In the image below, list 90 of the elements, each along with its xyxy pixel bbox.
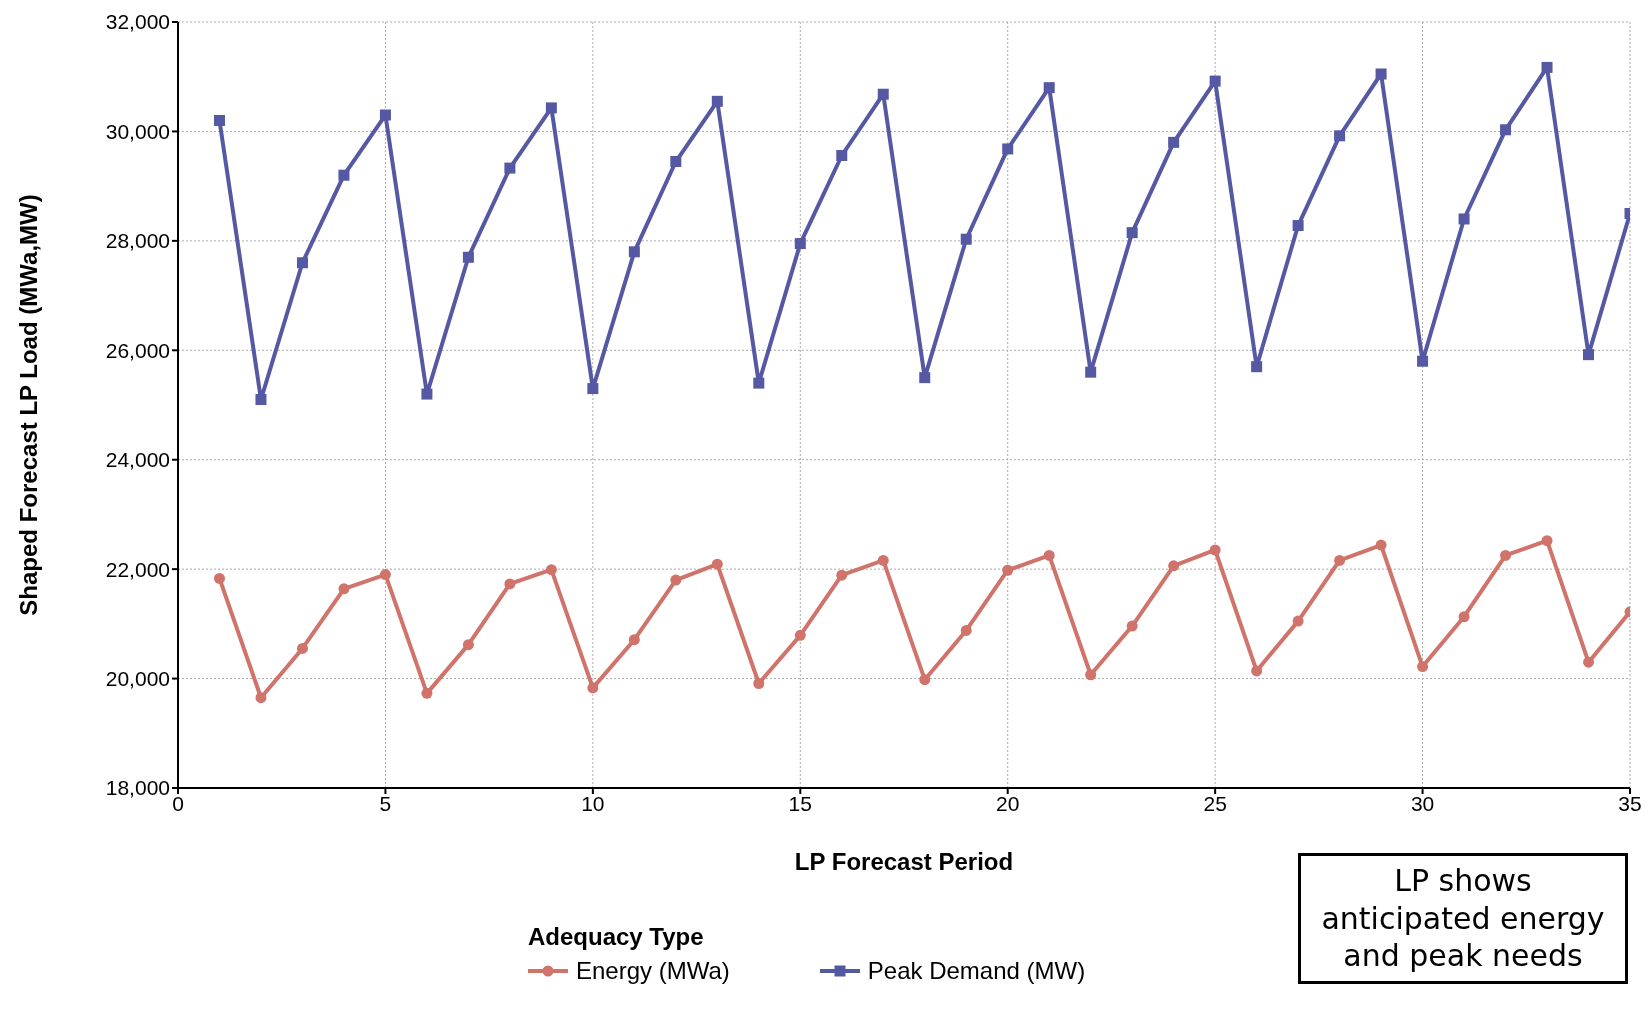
y-tick-label: 26,000 xyxy=(105,338,170,362)
x-tick-label: 10 xyxy=(581,791,605,815)
point xyxy=(960,624,972,636)
point xyxy=(255,692,267,704)
point xyxy=(1292,615,1304,627)
point xyxy=(1375,68,1387,80)
y-tick-label: 32,000 xyxy=(105,10,170,34)
x-tick-label: 15 xyxy=(788,791,812,815)
point xyxy=(919,674,931,686)
point xyxy=(1417,355,1429,367)
point xyxy=(794,238,806,250)
point xyxy=(1209,544,1221,556)
x-tick-label: 20 xyxy=(996,791,1020,815)
point xyxy=(670,156,682,168)
point xyxy=(1500,549,1512,561)
point xyxy=(296,257,308,269)
speech-callout: LP shows anticipated energy and peak needs xyxy=(1298,853,1628,984)
point xyxy=(1168,136,1180,148)
point xyxy=(753,678,765,689)
point xyxy=(1417,661,1429,673)
point xyxy=(462,639,474,651)
point xyxy=(379,109,391,121)
point xyxy=(1500,124,1512,136)
y-axis-title: Shaped Forecast LP Load (MWa,MW) xyxy=(14,194,42,616)
point xyxy=(462,251,474,263)
y-tick-label: 28,000 xyxy=(105,229,170,253)
y-tick-label: 30,000 xyxy=(105,119,170,143)
y-tick-label: 18,000 xyxy=(105,776,170,800)
point xyxy=(1043,549,1055,561)
point xyxy=(628,246,640,258)
point xyxy=(1541,535,1553,547)
x-tick-label: 25 xyxy=(1203,791,1227,815)
point xyxy=(255,394,267,406)
point xyxy=(587,383,599,395)
point xyxy=(1002,143,1014,155)
point xyxy=(711,558,723,570)
point xyxy=(1375,539,1387,551)
x-tick-label: 30 xyxy=(1410,791,1435,815)
point xyxy=(421,388,433,400)
x-tick-label: 5 xyxy=(379,791,392,815)
point xyxy=(545,564,557,576)
point xyxy=(1168,560,1180,572)
point xyxy=(670,574,682,586)
point xyxy=(504,578,516,590)
legend-title: Adequacy Type xyxy=(528,923,705,951)
point xyxy=(1583,656,1595,668)
point xyxy=(960,233,972,245)
point xyxy=(1085,669,1097,681)
point xyxy=(1209,75,1221,87)
point xyxy=(1541,61,1553,73)
point xyxy=(1334,554,1346,566)
point xyxy=(1043,82,1055,94)
point xyxy=(794,629,806,641)
point xyxy=(545,102,557,114)
x-tick-label: 35 xyxy=(1618,791,1642,815)
point xyxy=(421,687,433,699)
point xyxy=(213,572,225,584)
x-tick-label: 0 xyxy=(172,791,184,815)
x-axis-title: LP Forecast Period xyxy=(794,848,1014,875)
point xyxy=(877,88,889,100)
point xyxy=(1002,564,1014,576)
point xyxy=(877,554,889,566)
point xyxy=(1251,665,1263,677)
point xyxy=(338,169,350,181)
point xyxy=(1085,366,1097,378)
point xyxy=(1292,220,1304,232)
point xyxy=(504,162,516,174)
point xyxy=(836,150,848,161)
point xyxy=(213,114,225,126)
y-tick-label: 20,000 xyxy=(105,667,170,691)
legend-label: Peak Demand (MW) xyxy=(867,957,1086,985)
point xyxy=(1126,620,1138,632)
point xyxy=(711,95,723,107)
y-tick-label: 24,000 xyxy=(105,448,170,472)
point xyxy=(1126,227,1138,239)
legend-label: Energy (MWa) xyxy=(576,957,730,985)
point xyxy=(753,377,765,389)
point xyxy=(1458,213,1470,225)
point xyxy=(919,372,931,384)
point xyxy=(296,642,308,654)
point xyxy=(628,634,640,646)
point xyxy=(1334,130,1346,142)
y-tick-label: 22,000 xyxy=(105,557,170,581)
point xyxy=(379,569,391,581)
point xyxy=(587,682,599,694)
point xyxy=(836,569,848,581)
point xyxy=(338,583,350,595)
point xyxy=(1458,611,1470,623)
point xyxy=(1251,361,1263,373)
point xyxy=(1583,349,1595,361)
